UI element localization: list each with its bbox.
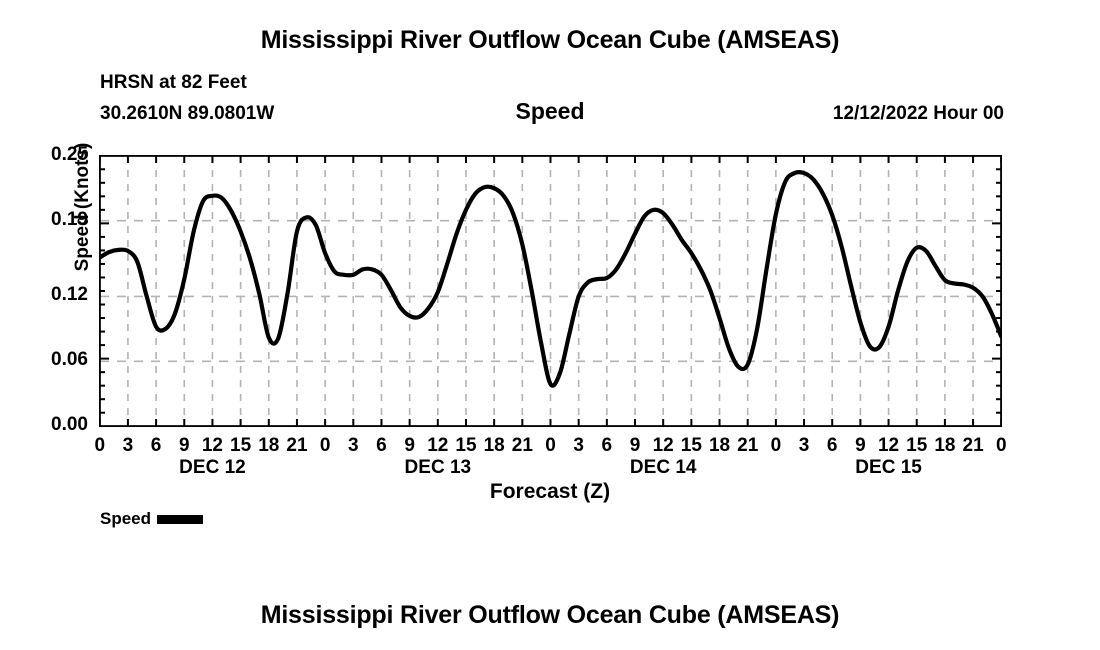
x-day-label: DEC 14	[629, 457, 697, 478]
y-tick-label: 0.12	[51, 284, 88, 306]
parameter-label: Speed	[515, 98, 585, 124]
x-tick-label: 18	[708, 435, 731, 456]
x-tick-label: 12	[652, 435, 674, 456]
x-tick-label: 6	[826, 435, 838, 456]
x-tick-label: 21	[737, 435, 759, 456]
x-tick-label: 0	[319, 435, 331, 456]
legend: Speed	[100, 509, 204, 529]
gridlines	[100, 156, 1001, 426]
page-title-bottom: Mississippi River Outflow Ocean Cube (AM…	[260, 601, 840, 629]
x-tick-label: 3	[348, 435, 359, 456]
speed-line-chart	[99, 155, 1002, 427]
y-tick-label: 0.00	[51, 414, 88, 436]
x-tick-label: 0	[545, 435, 556, 456]
x-tick-label: 15	[680, 435, 702, 456]
x-axis-title: Forecast (Z)	[489, 480, 611, 503]
x-tick-label: 12	[877, 435, 900, 456]
coordinates-label: 30.2610N 89.0801W	[100, 103, 275, 124]
x-tick-label: 6	[376, 435, 387, 456]
x-tick-label: 15	[455, 435, 477, 456]
x-tick-label: 9	[629, 435, 641, 456]
x-day-label: DEC 13	[404, 457, 472, 478]
x-tick-label: 3	[573, 435, 584, 456]
page-title-top: Mississippi River Outflow Ocean Cube (AM…	[260, 26, 840, 54]
x-tick-label: 0	[770, 435, 782, 456]
plot-area	[99, 155, 1002, 427]
x-tick-label: 15	[906, 435, 928, 456]
plot-frame	[99, 155, 1002, 427]
x-tick-label: 21	[511, 435, 533, 456]
legend-swatch-speed	[157, 514, 204, 524]
x-tick-label: 3	[798, 435, 810, 456]
x-day-label: DEC 12	[179, 457, 246, 478]
x-tick-label: 3	[122, 435, 134, 456]
x-tick-label: 6	[601, 435, 613, 456]
x-tick-label: 21	[962, 435, 984, 456]
y-tick-label: 0.25	[51, 143, 88, 165]
x-tick-label: 12	[427, 435, 449, 456]
x-tick-label: 18	[483, 435, 505, 456]
x-tick-label: 6	[150, 435, 162, 456]
y-tick-label: 0.19	[51, 208, 88, 230]
speed-series-line	[99, 170, 1002, 388]
x-tick-label: 0	[995, 435, 1007, 456]
station-depth-label: HRSN at 82 Feet	[100, 72, 247, 93]
run-datetime-label: 12/12/2022 Hour 00	[832, 103, 1004, 124]
x-tick-label: 12	[201, 435, 223, 456]
x-tick-label: 9	[404, 435, 415, 456]
x-tick-label: 18	[258, 435, 280, 456]
y-axis-title: Speed (Knots)	[72, 142, 93, 272]
y-tick-label: 0.06	[51, 349, 88, 371]
x-tick-label: 21	[286, 435, 308, 456]
legend-label-speed: Speed	[100, 509, 152, 528]
x-tick-label: 18	[934, 435, 956, 456]
x-tick-label: 15	[230, 435, 252, 456]
x-tick-label: 9	[855, 435, 866, 456]
x-tick-label: 9	[178, 435, 190, 456]
x-tick-label: 0	[94, 435, 106, 456]
x-day-label: DEC 15	[855, 457, 922, 478]
